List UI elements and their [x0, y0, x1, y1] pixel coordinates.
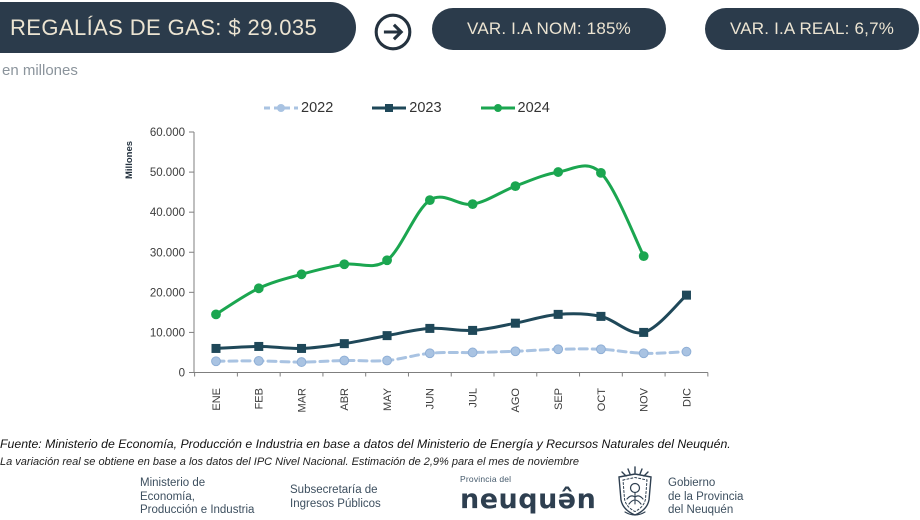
legend-label-2022: 2022: [301, 100, 334, 116]
series-2022-point: [681, 346, 692, 357]
series-2022-point: [638, 348, 649, 359]
series-2023-point: [425, 323, 435, 333]
gas-royalties-title-pill: REGALÍAS DE GAS: $ 29.035: [0, 2, 356, 53]
ministry-line-1: Ministerio de: [140, 477, 206, 489]
series-2023-point: [339, 339, 349, 349]
series-2024-point: [253, 283, 264, 294]
legend-marker-2023-icon: [372, 104, 407, 112]
y-tick-label: 30.000: [150, 247, 185, 259]
x-category-label: JUN: [425, 388, 437, 409]
y-tick-label: 60.000: [150, 127, 185, 139]
var-nominal-text: VAR. I.A NOM: 185%: [467, 19, 631, 38]
series-2023-point: [639, 327, 649, 337]
series-2022-point: [424, 348, 435, 359]
y-tick-label: 50.000: [150, 167, 185, 179]
provincia-del-label: Provincia del: [460, 474, 512, 484]
government-logo-text: Gobierno de la Provincia del Neuquén: [668, 477, 743, 518]
series-2024-line: [214, 164, 646, 316]
ministry-line-3: Producción e Industria: [140, 504, 255, 516]
source-note: Fuente: Ministerio de Economía, Producci…: [0, 437, 731, 451]
ministry-line-2: Economía,: [140, 490, 195, 503]
series-2023-point: [468, 325, 478, 335]
y-tick-label: 20.000: [150, 287, 185, 299]
legend-marker-2024-icon: [480, 104, 515, 112]
x-category-label: SEP: [553, 388, 565, 410]
neuquen-wordmark: neuquə̂n: [460, 483, 597, 515]
series-2024-point: [467, 199, 478, 210]
series-2023-point: [681, 290, 691, 300]
series-2022-point: [467, 347, 478, 358]
government-line-3: del Neuquén: [668, 504, 734, 516]
legend-label-2023: 2023: [409, 100, 442, 116]
legend-label-2024: 2024: [517, 100, 550, 116]
y-tick-label: 40.000: [150, 207, 185, 219]
x-category-label: FEB: [254, 388, 266, 409]
chart-legend: 2022 2023 2024: [263, 100, 550, 116]
var-real-badge: VAR. I.A REAL: 6,7%: [705, 8, 919, 50]
government-line-2: de la Provincia: [668, 490, 744, 503]
series-2022-point: [596, 344, 606, 355]
series-2024-point: [424, 195, 435, 206]
subsecretary-line-2: Ingresos Públicos: [290, 497, 381, 510]
series-2024-point: [339, 259, 350, 270]
gas-royalties-title: REGALÍAS DE GAS: $ 29.035: [10, 14, 318, 40]
series-2022-point: [382, 355, 392, 366]
series-2022-point: [296, 357, 307, 367]
arrow-right-icon: [374, 13, 412, 51]
gas-royalties-line-chart: 0 10.000 20.000 30.000 40.000 50.000 60.000 Mil…: [124, 127, 709, 413]
series-2022-line: [214, 347, 688, 364]
x-category-label: ENE: [211, 388, 223, 411]
y-tick-label: 0: [179, 368, 185, 380]
series-2023-point: [297, 343, 307, 353]
series-2023-point: [553, 309, 563, 319]
legend-marker-2022-icon: [264, 104, 298, 112]
x-category-label: ABR: [339, 388, 351, 411]
x-category-label: JUL: [467, 388, 479, 408]
x-category-label: MAY: [382, 387, 394, 411]
series-2024-point: [638, 251, 649, 262]
series-2022-point: [553, 344, 564, 355]
y-axis-title: Millones: [124, 141, 135, 179]
series-2023-point: [211, 343, 221, 353]
x-category-label: NOV: [639, 387, 651, 412]
series-2024-point: [296, 269, 307, 280]
methodology-note: La variación real se obtiene en base a l…: [0, 456, 580, 468]
subsecretary-logo-text: Subsecretaría de Ingresos Públicos: [290, 484, 381, 511]
provincial-crest-icon: [618, 466, 652, 516]
series-2023-point: [254, 341, 264, 351]
units-subtitle: en millones: [2, 62, 78, 79]
ministry-logo-text: Ministerio de Economía, Producción e Ind…: [140, 477, 254, 518]
series-2023-line: [214, 293, 688, 350]
series-2022-point: [510, 346, 521, 357]
var-real-text: VAR. I.A REAL: 6,7%: [729, 19, 895, 38]
x-category-label: MAR: [296, 388, 308, 413]
x-category-label: AGO: [510, 388, 522, 413]
series-2022-point: [339, 355, 350, 366]
x-category-label: DIC: [681, 388, 693, 407]
subsecretary-line-1: Subsecretaría de: [290, 484, 378, 496]
series-2024-point: [382, 255, 392, 266]
government-line-1: Gobierno: [668, 477, 716, 489]
x-category-label: OCT: [596, 388, 608, 412]
series-2024-point: [596, 167, 606, 178]
legend-item-2023: 2023: [371, 100, 442, 116]
series-2023-point: [596, 311, 606, 321]
series-2024-point: [553, 167, 564, 177]
var-nominal-badge: VAR. I.A NOM: 185%: [432, 8, 666, 50]
series-2024-point: [510, 181, 521, 192]
legend-item-2024: 2024: [480, 100, 550, 116]
series-2023-point: [382, 331, 392, 341]
series-2022-point: [253, 355, 264, 366]
series-2024-point: [211, 309, 221, 320]
series-2022-point: [211, 356, 221, 367]
legend-item-2022: 2022: [263, 100, 333, 116]
y-tick-label: 10.000: [150, 327, 185, 339]
series-2023-point: [510, 318, 520, 328]
neuquen-wordmark-logo: Provincia del neuquə̂n: [460, 473, 596, 513]
next-arrow-button[interactable]: [373, 12, 413, 52]
